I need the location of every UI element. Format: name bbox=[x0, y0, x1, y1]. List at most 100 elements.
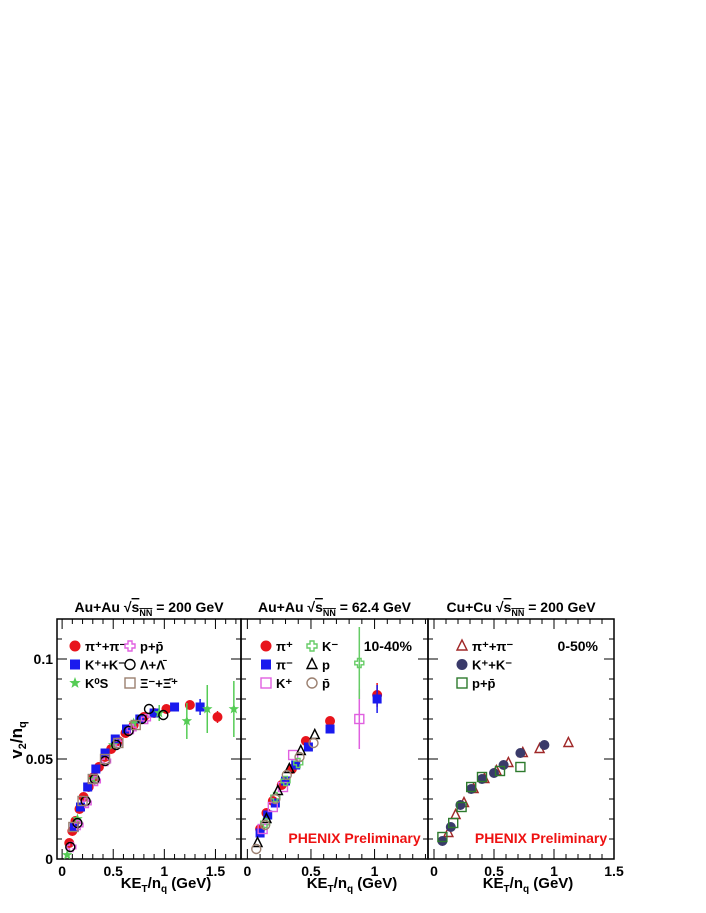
data-point bbox=[260, 811, 273, 824]
data-point bbox=[111, 739, 122, 751]
x-tick-label: 0 bbox=[58, 863, 66, 879]
legend-marker bbox=[124, 640, 136, 652]
legend-label: K⁺+K⁻ bbox=[85, 658, 125, 673]
data-point bbox=[68, 821, 79, 833]
legend-marker bbox=[124, 658, 136, 671]
x-tick-label: 0.5 bbox=[103, 863, 123, 879]
legend-label: p̄ bbox=[322, 676, 330, 691]
data-point bbox=[81, 797, 92, 809]
legend-label: Λ+Λ̄ bbox=[140, 658, 167, 673]
x-tick-label: 1 bbox=[160, 863, 168, 879]
y-tick-label: 0 bbox=[45, 851, 53, 867]
data-point bbox=[202, 703, 213, 714]
legend-marker bbox=[69, 640, 81, 652]
data-point bbox=[100, 748, 110, 758]
legend-label: K⁺ bbox=[276, 676, 292, 691]
data-point bbox=[123, 725, 134, 737]
data-point bbox=[466, 781, 477, 793]
panels: 0 0.5 1 1.5 0 0.05 0.1 Au+Au √sNN = 200 GeV π⁺+π… bbox=[26, 599, 624, 879]
legend-marker bbox=[70, 659, 80, 670]
data-point bbox=[91, 764, 101, 774]
data-point bbox=[212, 712, 223, 722]
data-point bbox=[437, 831, 448, 843]
data-point bbox=[181, 715, 193, 726]
x-axis-label-panel-3: KET/nq (GeV) bbox=[483, 875, 574, 895]
panel-2-footer: PHENIX Preliminary bbox=[288, 830, 420, 846]
y-tick-label: 0.1 bbox=[34, 651, 54, 667]
legend-marker bbox=[260, 640, 272, 652]
panel-3: 0 0.5 1 1.5 Cu+Cu √sNN = 200 GeV 0-50% PHENIX … bbox=[427, 599, 624, 879]
data-point bbox=[76, 802, 86, 812]
data-point bbox=[515, 761, 526, 773]
legend-marker bbox=[124, 677, 136, 689]
data-point bbox=[251, 835, 264, 848]
data-point bbox=[251, 843, 262, 855]
data-point bbox=[325, 724, 335, 734]
data-point bbox=[149, 708, 159, 718]
data-point bbox=[135, 714, 145, 724]
legend-label: p bbox=[322, 658, 330, 673]
legend-label: p+p̄ bbox=[472, 676, 496, 691]
data-point bbox=[100, 755, 112, 767]
legend-label: K⁻ bbox=[322, 639, 338, 654]
data-point bbox=[448, 817, 459, 829]
legend-marker bbox=[456, 659, 468, 670]
data-point bbox=[136, 713, 148, 725]
x-axis-label-panel-1: KET/nq (GeV) bbox=[121, 875, 212, 895]
data-point bbox=[99, 753, 111, 765]
data-point bbox=[476, 771, 488, 783]
data-point bbox=[87, 773, 99, 784]
data-point bbox=[539, 740, 550, 750]
data-point bbox=[87, 773, 98, 785]
legend-label: K⁺+K⁻ bbox=[472, 658, 512, 673]
y-tick-label: 0.05 bbox=[26, 751, 53, 767]
x-tick-label: 0.5 bbox=[301, 863, 321, 879]
legend-label: K⁰S bbox=[85, 676, 109, 691]
data-point bbox=[259, 819, 271, 831]
data-point bbox=[61, 849, 73, 860]
data-point bbox=[325, 716, 336, 726]
data-point bbox=[66, 841, 77, 853]
x-axis-label-panel-2: KET/nq (GeV) bbox=[307, 875, 398, 895]
legend-marker bbox=[305, 656, 319, 670]
data-point bbox=[295, 743, 307, 756]
panel-2: 0 0.5 1 Au+Au √sNN = 62.4 GeV 10-40% PHENIX P… bbox=[240, 599, 429, 879]
data-point bbox=[128, 717, 139, 728]
x-tick-label: 1 bbox=[550, 863, 558, 879]
legend-marker bbox=[456, 677, 468, 689]
legend-marker bbox=[260, 677, 272, 689]
data-point bbox=[83, 782, 93, 792]
data-point bbox=[309, 727, 321, 740]
data-point bbox=[143, 703, 155, 715]
legend-marker bbox=[455, 638, 469, 651]
x-tick-label: 0.5 bbox=[484, 863, 504, 879]
x-tick-label: 0 bbox=[430, 863, 438, 879]
legend-marker bbox=[69, 677, 81, 688]
data-point bbox=[281, 769, 292, 781]
panel-2-annotation: 10-40% bbox=[364, 638, 413, 654]
data-point bbox=[372, 694, 382, 704]
data-point bbox=[354, 713, 365, 725]
x-tick-label: 1 bbox=[371, 863, 379, 879]
panel-1-frame bbox=[56, 618, 242, 860]
legend-label: π⁺ bbox=[276, 639, 293, 654]
x-tick-label: 1.5 bbox=[604, 863, 624, 879]
data-point bbox=[515, 748, 526, 758]
data-point bbox=[456, 801, 467, 813]
legend-marker bbox=[261, 659, 271, 670]
x-tick-label: 1.5 bbox=[206, 863, 226, 879]
data-point bbox=[294, 751, 305, 763]
data-point bbox=[130, 719, 141, 731]
x-tick-label: 0 bbox=[243, 863, 251, 879]
data-point bbox=[303, 742, 313, 752]
data-point bbox=[281, 776, 291, 786]
legend-label: π⁺+π⁻ bbox=[85, 639, 126, 654]
data-point bbox=[354, 657, 365, 669]
panel-3-footer: PHENIX Preliminary bbox=[475, 830, 607, 846]
data-point bbox=[65, 841, 76, 853]
data-point bbox=[113, 737, 124, 749]
panel-1: 0 0.5 1 1.5 0 0.05 0.1 Au+Au √sNN = 200 GeV π⁺+π… bbox=[26, 599, 242, 879]
data-point bbox=[308, 737, 319, 749]
data-point bbox=[228, 703, 240, 714]
